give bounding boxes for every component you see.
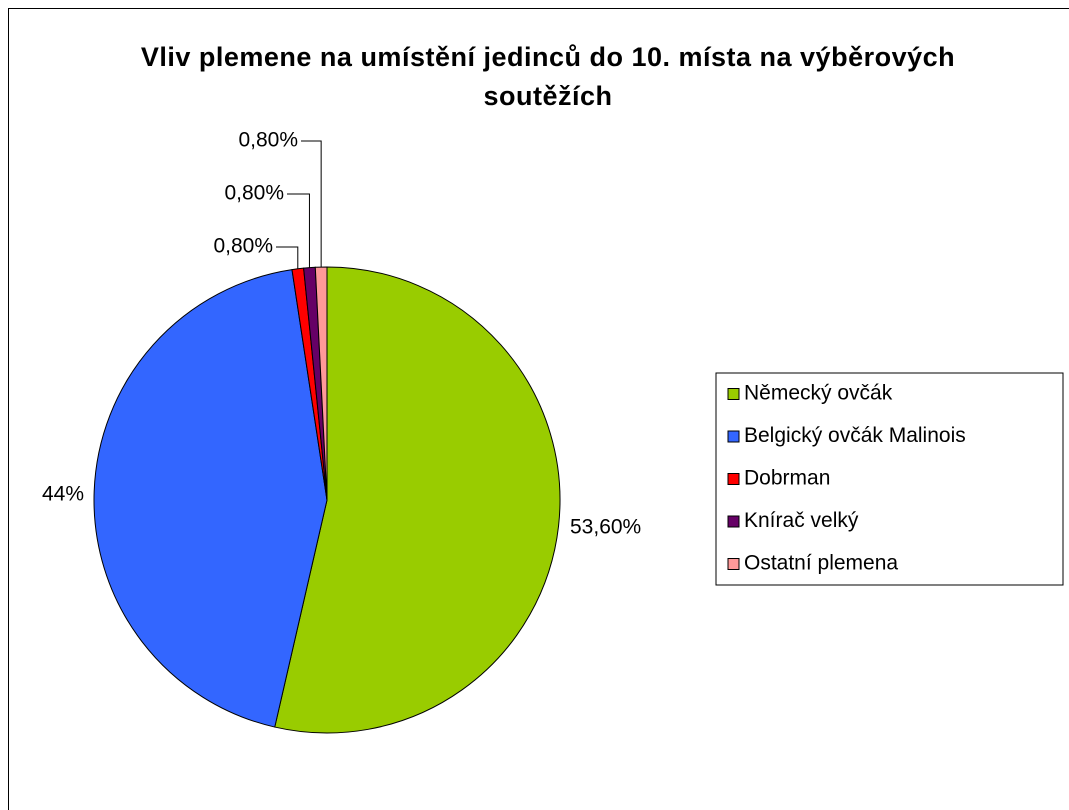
legend-swatch [727,388,740,400]
data-label: 0,80% [213,235,273,258]
pie-slice [274,266,561,734]
pie-slice [93,269,328,728]
chart-frame [8,8,1069,810]
leader-line [276,246,299,269]
legend-label: Dobrman [744,467,830,490]
legend-swatch [727,430,740,443]
data-label: 0,80% [224,182,284,205]
data-label: 44% [42,483,84,506]
leader-line [287,193,310,268]
chart-title: Vliv plemene na umístění jedinců do 10. … [140,42,956,111]
legend-swatch [727,515,740,528]
legend-label: Knírač velký [744,509,859,532]
legend-swatch [727,473,740,485]
legend-label: Ostatní plemena [744,552,898,575]
legend-swatch [727,558,740,570]
legend-box [715,372,1064,586]
leader-line [301,140,322,268]
data-label: 0,80% [238,129,298,152]
legend-label: Belgický ovčák Malinois [744,424,966,447]
legend-label: Německý ovčák [744,382,893,405]
data-label: 53,60% [570,516,641,539]
